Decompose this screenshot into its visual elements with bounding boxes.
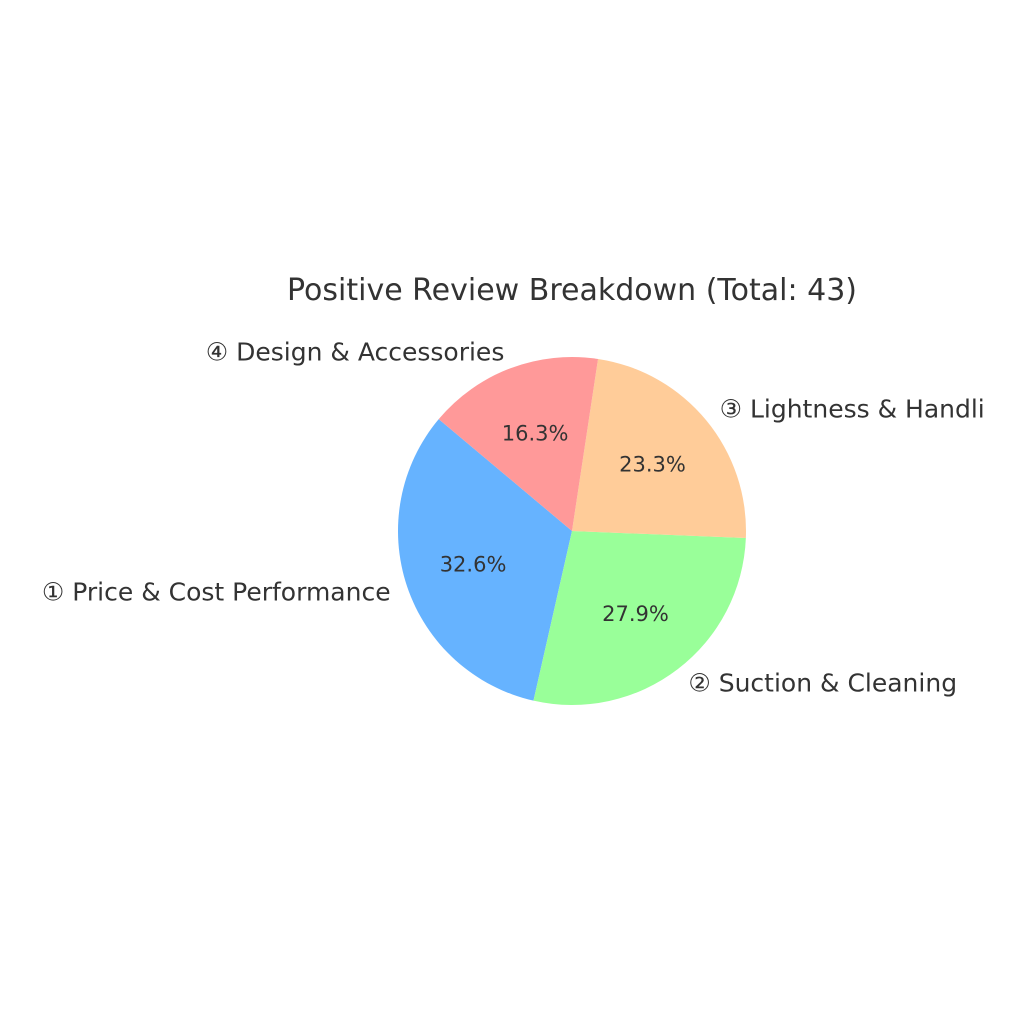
chart-title: Positive Review Breakdown (Total: 43) <box>287 273 857 308</box>
pie-slice <box>572 358 746 539</box>
pie-slice <box>438 356 599 531</box>
slice-category-label: ③ Lightness & Handli <box>720 395 985 424</box>
slice-category-label: ② Suction & Cleaning <box>688 668 957 697</box>
slice-category-label: ④ Design & Accessories <box>206 337 505 366</box>
slice-percent-label: 27.9% <box>602 602 669 626</box>
percent-labels: 32.6% 27.9% 23.3% 16.3% <box>440 421 686 626</box>
slice-category-label: ① Price & Cost Performance <box>42 578 391 607</box>
pie-slices <box>397 356 746 705</box>
category-labels: ① Price & Cost Performance ② Suction & Cl… <box>42 337 985 697</box>
pie-slice <box>397 419 572 701</box>
slice-percent-label: 23.3% <box>619 453 686 477</box>
pie-slice <box>533 531 746 705</box>
slice-percent-label: 16.3% <box>502 421 569 445</box>
slice-percent-label: 32.6% <box>440 552 507 576</box>
